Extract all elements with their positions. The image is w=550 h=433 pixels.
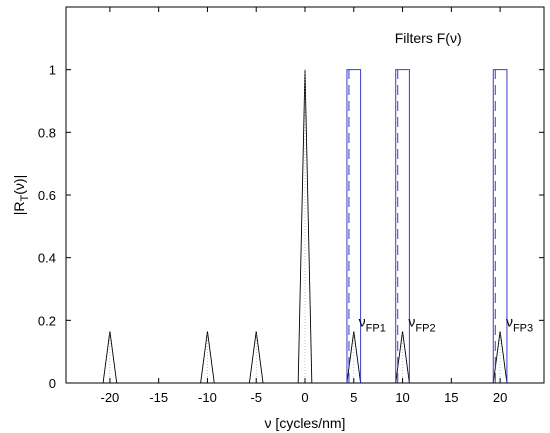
y-axis-label-main: |R	[11, 201, 27, 215]
y-axis-label-sub: T	[19, 194, 31, 201]
x-tick-label: -20	[100, 390, 119, 405]
x-tick-label: 0	[301, 390, 308, 405]
x-tick-label: -5	[250, 390, 262, 405]
y-tick-label: 0.4	[38, 251, 56, 266]
y-tick-label: 0	[49, 376, 56, 391]
annotation-main: ν	[506, 314, 513, 330]
annotation-main: ν	[359, 314, 366, 330]
x-tick-label: -10	[198, 390, 217, 405]
y-axis-label-tail: (ν)|	[11, 175, 27, 195]
spectrum-peak	[297, 69, 313, 384]
x-tick-label: 20	[493, 390, 507, 405]
y-tick-label: 0.8	[38, 125, 56, 140]
annotation-sub: FP3	[513, 323, 533, 335]
peak-annotation: νFP1	[359, 314, 386, 335]
annotation-main: ν	[408, 314, 415, 330]
x-tick-label: 5	[350, 390, 357, 405]
plot-frame	[65, 6, 545, 384]
filter-annotation: Filters F(ν)	[395, 30, 462, 46]
axis-ticks: -20 -15 -10 -5 0 5 10 15 20 0 0.2 0.4 0.6 0.8 1	[38, 7, 544, 405]
plot-area	[66, 69, 544, 384]
y-tick-label: 1	[49, 63, 56, 78]
annotations: Filters F(ν)νFP1 νFP2 νFP3	[359, 30, 533, 335]
x-tick-label: 15	[444, 390, 458, 405]
x-tick-label: 10	[395, 390, 409, 405]
y-tick-label: 0.2	[38, 313, 56, 328]
annotation-main: Filters F(ν)	[395, 30, 462, 46]
peak-annotation: νFP2	[408, 314, 435, 335]
axis-labels: ν [cycles/nm] |RT(ν)|	[11, 175, 345, 431]
annotation-sub: FP2	[415, 323, 435, 335]
x-axis-label: ν [cycles/nm]	[265, 415, 346, 431]
annotation-sub: FP1	[366, 323, 386, 335]
y-tick-label: 0.6	[38, 188, 56, 203]
peak-annotation: νFP3	[506, 314, 533, 335]
x-tick-label: -15	[149, 390, 168, 405]
y-axis-label: |RT(ν)|	[11, 175, 31, 215]
